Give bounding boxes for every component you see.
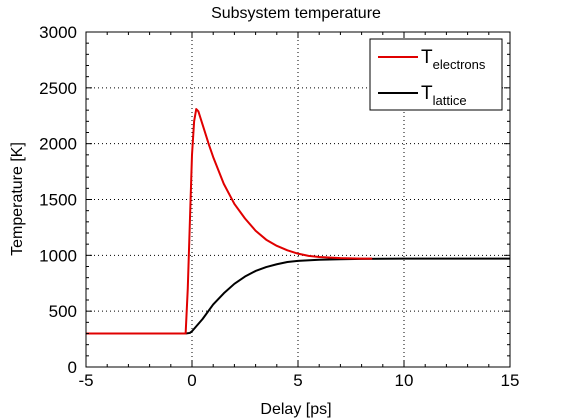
y-tick-label: 0 bbox=[68, 358, 77, 377]
y-tick-label: 2500 bbox=[39, 79, 77, 98]
y-axis-title: Temperature [K] bbox=[9, 142, 26, 256]
x-tick-label: 10 bbox=[395, 371, 414, 390]
grid bbox=[86, 32, 510, 367]
x-tick-label: 15 bbox=[501, 371, 520, 390]
y-tick-label: 1000 bbox=[39, 246, 77, 265]
legend-label-lattice: Tlattice bbox=[421, 83, 467, 108]
legend: Telectrons Tlattice bbox=[369, 38, 503, 111]
legend-sub-lattice: lattice bbox=[433, 93, 467, 108]
legend-sub-electrons: electrons bbox=[433, 57, 486, 72]
chart-title: Subsystem temperature bbox=[211, 5, 381, 22]
legend-main-lattice: T bbox=[421, 83, 433, 104]
series-line-electrons bbox=[86, 108, 373, 335]
x-axis-title: Delay [ps] bbox=[260, 401, 331, 418]
series-line-lattice bbox=[86, 257, 510, 335]
y-tick-label: 500 bbox=[49, 302, 77, 321]
y-tick-label: 3000 bbox=[39, 23, 77, 42]
legend-main-electrons: T bbox=[421, 47, 433, 68]
x-tick-label: 5 bbox=[293, 371, 302, 390]
y-tick-label: 1500 bbox=[39, 191, 77, 210]
legend-box bbox=[369, 38, 503, 111]
legend-label-electrons: Telectrons bbox=[421, 47, 486, 72]
y-tick-label: 2000 bbox=[39, 135, 77, 154]
series-lines bbox=[86, 108, 510, 335]
x-tick-label: 0 bbox=[187, 371, 196, 390]
x-tick-label: -5 bbox=[78, 371, 93, 390]
